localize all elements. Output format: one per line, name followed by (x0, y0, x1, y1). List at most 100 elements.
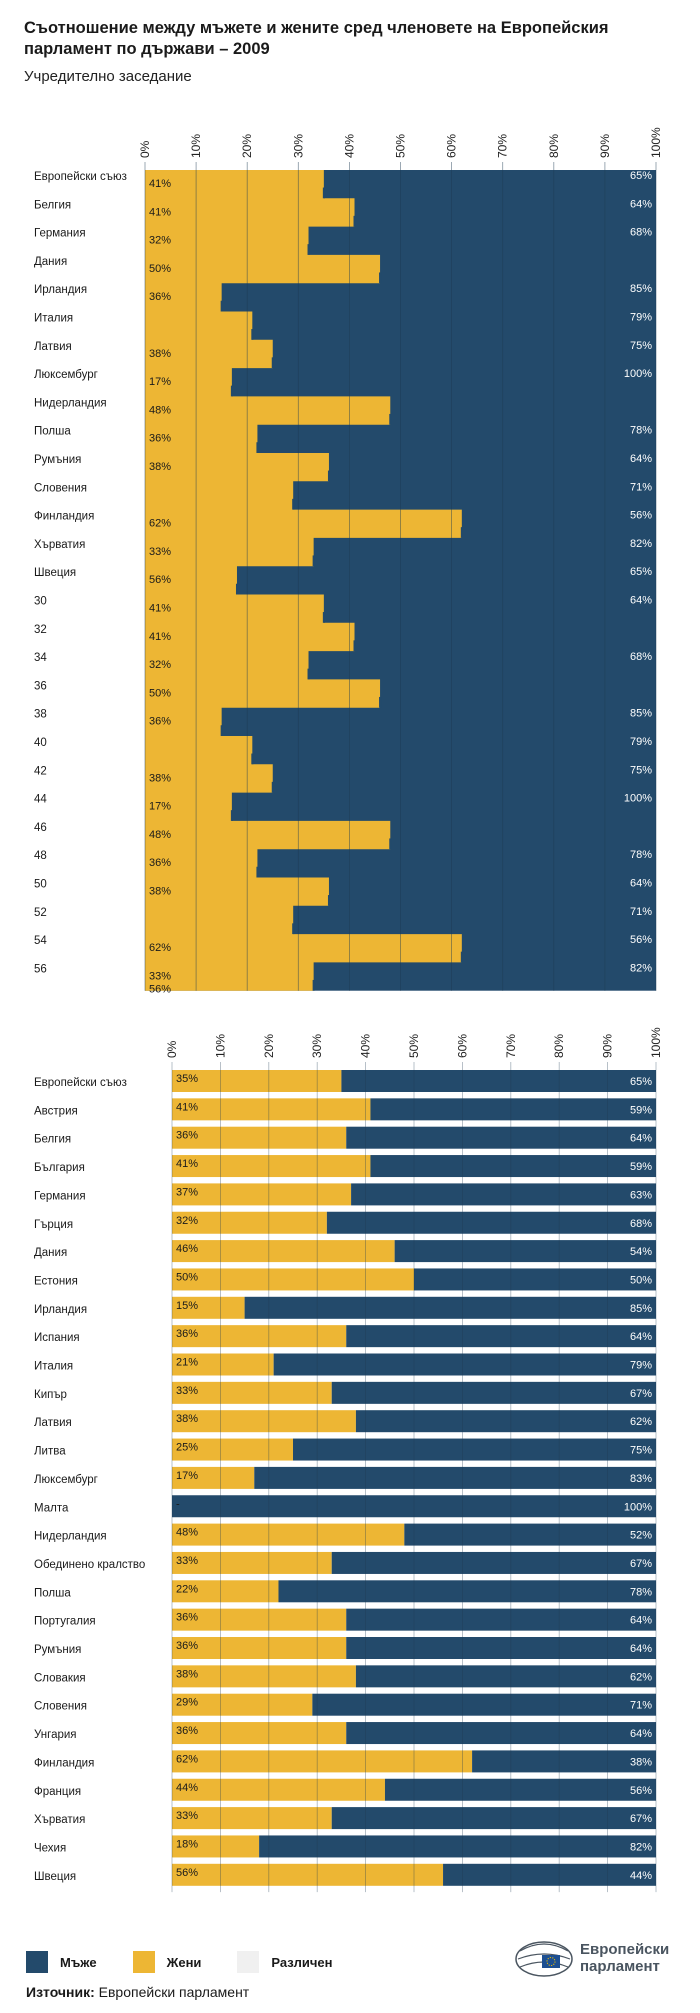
tick-label: 10% (189, 134, 203, 158)
men-value-label: 63% (630, 1189, 652, 1201)
women-bar (172, 1098, 371, 1121)
legend-label-women: Жени (166, 1954, 202, 1970)
category-label: Словения (34, 1701, 87, 1713)
men-bar (327, 470, 330, 482)
men-value-label: 67% (630, 1558, 652, 1570)
category-label: Швеция (34, 567, 76, 579)
men-value-label: 64% (630, 1615, 652, 1627)
women-value-label: 48% (149, 404, 171, 416)
women-value-label: 41% (149, 206, 171, 218)
men-bar (254, 1466, 656, 1489)
women-value-label: 36% (149, 716, 171, 728)
women-value-label: 50% (149, 263, 171, 275)
category-label: Германия (34, 1190, 86, 1202)
category-label: 44 (34, 794, 47, 806)
men-bar (312, 1693, 656, 1716)
women-bar (172, 1126, 347, 1149)
men-value-label: 79% (630, 1360, 652, 1372)
men-value-label: 82% (630, 1841, 652, 1853)
men-bar (404, 1523, 656, 1546)
women-value-label: 22% (176, 1583, 198, 1595)
tick-label: 40% (359, 1034, 373, 1058)
men-bar (326, 1211, 656, 1234)
men-value-label: 59% (630, 1104, 652, 1116)
category-label: 52 (34, 907, 47, 919)
women-area (145, 170, 462, 991)
men-bar (472, 1750, 656, 1773)
men-bar (389, 838, 392, 850)
category-label: Полша (34, 426, 71, 438)
men-value-label: 78% (630, 849, 652, 861)
women-bar (172, 1183, 352, 1206)
women-value-label: 33% (176, 1385, 198, 1397)
women-value-label: 38% (176, 1668, 198, 1680)
women-value-label: 18% (176, 1838, 198, 1850)
men-value-label: 64% (630, 1643, 652, 1655)
tick-label: 0% (165, 1040, 179, 1058)
men-bar (278, 1580, 656, 1603)
women-value-label: 32% (149, 659, 171, 671)
women-value-label: 17% (176, 1470, 198, 1482)
men-value-label: 68% (630, 651, 652, 663)
women-value-label: 38% (176, 1413, 198, 1425)
chart-title: Съотношение между мъжете и жените сред ч… (24, 19, 609, 58)
category-label: 56 (34, 963, 47, 975)
women-bar (172, 1693, 313, 1716)
women-bar (172, 1155, 371, 1178)
category-label: Люксембург (34, 1474, 98, 1486)
women-value-label: 35% (176, 1073, 198, 1085)
eu-parliament-logo-icon (515, 1941, 573, 1977)
men-value-label: 59% (630, 1161, 652, 1173)
women-bar (172, 1438, 293, 1461)
men-bar (256, 866, 259, 878)
category-label: Латвия (34, 1417, 72, 1429)
tick-label: 80% (552, 1034, 566, 1058)
men-bar (307, 244, 310, 255)
men-value-label: 52% (630, 1530, 652, 1542)
men-bar (346, 1126, 656, 1149)
women-bar (172, 1665, 356, 1688)
men-bar (346, 1325, 656, 1348)
men-value-label: 64% (630, 1728, 652, 1740)
men-bar (256, 442, 259, 453)
women-value-label: 62% (149, 518, 171, 530)
category-label: Нидерландия (34, 397, 107, 409)
category-label: 32 (34, 624, 47, 636)
men-bar (353, 640, 356, 652)
men-value-label: 71% (630, 906, 652, 918)
women-value-label: 33% (149, 546, 171, 558)
legend-swatch-women (132, 1951, 155, 1973)
category-label: Полша (34, 1587, 71, 1599)
men-bar (370, 1155, 656, 1178)
women-value-label: 41% (176, 1158, 198, 1170)
men-bar (346, 1722, 656, 1745)
men-value-label: 64% (630, 1331, 652, 1343)
men-value-label: 65% (630, 170, 652, 182)
men-bar (443, 1863, 656, 1886)
women-value-label: 17% (149, 376, 171, 388)
women-value-label: 62% (176, 1753, 198, 1765)
men-bar (271, 781, 274, 793)
women-value-label: 33% (176, 1810, 198, 1822)
women-bar (172, 1750, 473, 1773)
women-value-label: 33% (176, 1555, 198, 1567)
women-bar (172, 1268, 414, 1291)
women-bar (172, 1240, 395, 1263)
men-value-label: 75% (630, 1445, 652, 1457)
women-value-label: 62% (149, 942, 171, 954)
legend-item-women: Жени (132, 1951, 202, 1973)
women-value-label: 41% (149, 631, 171, 643)
men-value-label: 78% (630, 1586, 652, 1598)
women-value-label: 38% (149, 772, 171, 784)
men-value-label: 79% (630, 736, 652, 748)
men-bar (230, 810, 233, 821)
women-value-label: 36% (176, 1725, 198, 1737)
women-value-label: 38% (149, 461, 171, 473)
women-bar (172, 1410, 356, 1433)
legend-item-men: Мъже (26, 1951, 97, 1973)
women-value-label: 48% (176, 1527, 198, 1539)
men-value-label: 38% (630, 1756, 652, 1768)
men-value-label: 82% (630, 538, 652, 550)
men-value-label: 100% (624, 1501, 652, 1513)
category-label: Нидерландия (34, 1531, 107, 1543)
